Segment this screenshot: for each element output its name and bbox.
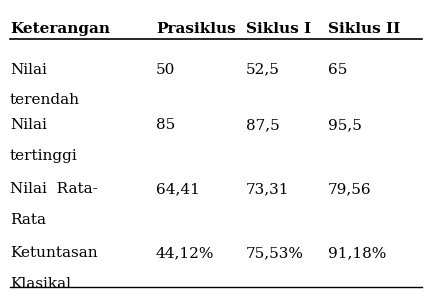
Text: Ketuntasan: Ketuntasan xyxy=(10,247,98,260)
Text: 73,31: 73,31 xyxy=(246,182,289,196)
Text: 91,18%: 91,18% xyxy=(327,247,386,260)
Text: Siklus II: Siklus II xyxy=(327,22,400,36)
Text: 79,56: 79,56 xyxy=(327,182,371,196)
Text: Prasiklus: Prasiklus xyxy=(156,22,236,36)
Text: Nilai: Nilai xyxy=(10,118,47,132)
Text: Nilai  Rata-: Nilai Rata- xyxy=(10,182,98,196)
Text: tertinggi: tertinggi xyxy=(10,149,78,163)
Text: 65: 65 xyxy=(327,63,347,77)
Text: 95,5: 95,5 xyxy=(327,118,362,132)
Text: 85: 85 xyxy=(156,118,175,132)
Text: 44,12%: 44,12% xyxy=(156,247,214,260)
Text: terendah: terendah xyxy=(10,93,80,107)
Text: 87,5: 87,5 xyxy=(246,118,280,132)
Text: 75,53%: 75,53% xyxy=(246,247,304,260)
Text: 50: 50 xyxy=(156,63,175,77)
Text: Rata: Rata xyxy=(10,213,46,227)
Text: Klasikal: Klasikal xyxy=(10,277,71,291)
Text: Keterangan: Keterangan xyxy=(10,22,110,36)
Text: Siklus I: Siklus I xyxy=(246,22,311,36)
Text: 64,41: 64,41 xyxy=(156,182,200,196)
Text: 52,5: 52,5 xyxy=(246,63,280,77)
Text: Nilai: Nilai xyxy=(10,63,47,77)
